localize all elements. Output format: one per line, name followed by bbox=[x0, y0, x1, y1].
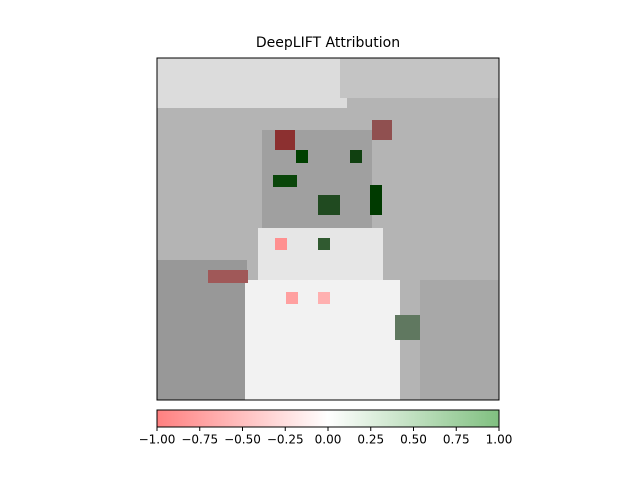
colorbar bbox=[156, 409, 500, 428]
x-tick-label: 0.75 bbox=[443, 433, 470, 447]
x-tick-label: −0.25 bbox=[267, 433, 304, 447]
x-tick-label: 0.50 bbox=[400, 433, 427, 447]
x-tick-label: 1.00 bbox=[486, 433, 513, 447]
x-tick-label: −1.00 bbox=[139, 433, 176, 447]
x-tick-label: −0.50 bbox=[224, 433, 261, 447]
x-tick-label: −0.75 bbox=[181, 433, 218, 447]
chart-title: DeepLIFT Attribution bbox=[256, 35, 400, 51]
attribution-image bbox=[156, 57, 500, 401]
x-tick-label: 0.25 bbox=[357, 433, 384, 447]
x-tick-label: 0.00 bbox=[315, 433, 342, 447]
